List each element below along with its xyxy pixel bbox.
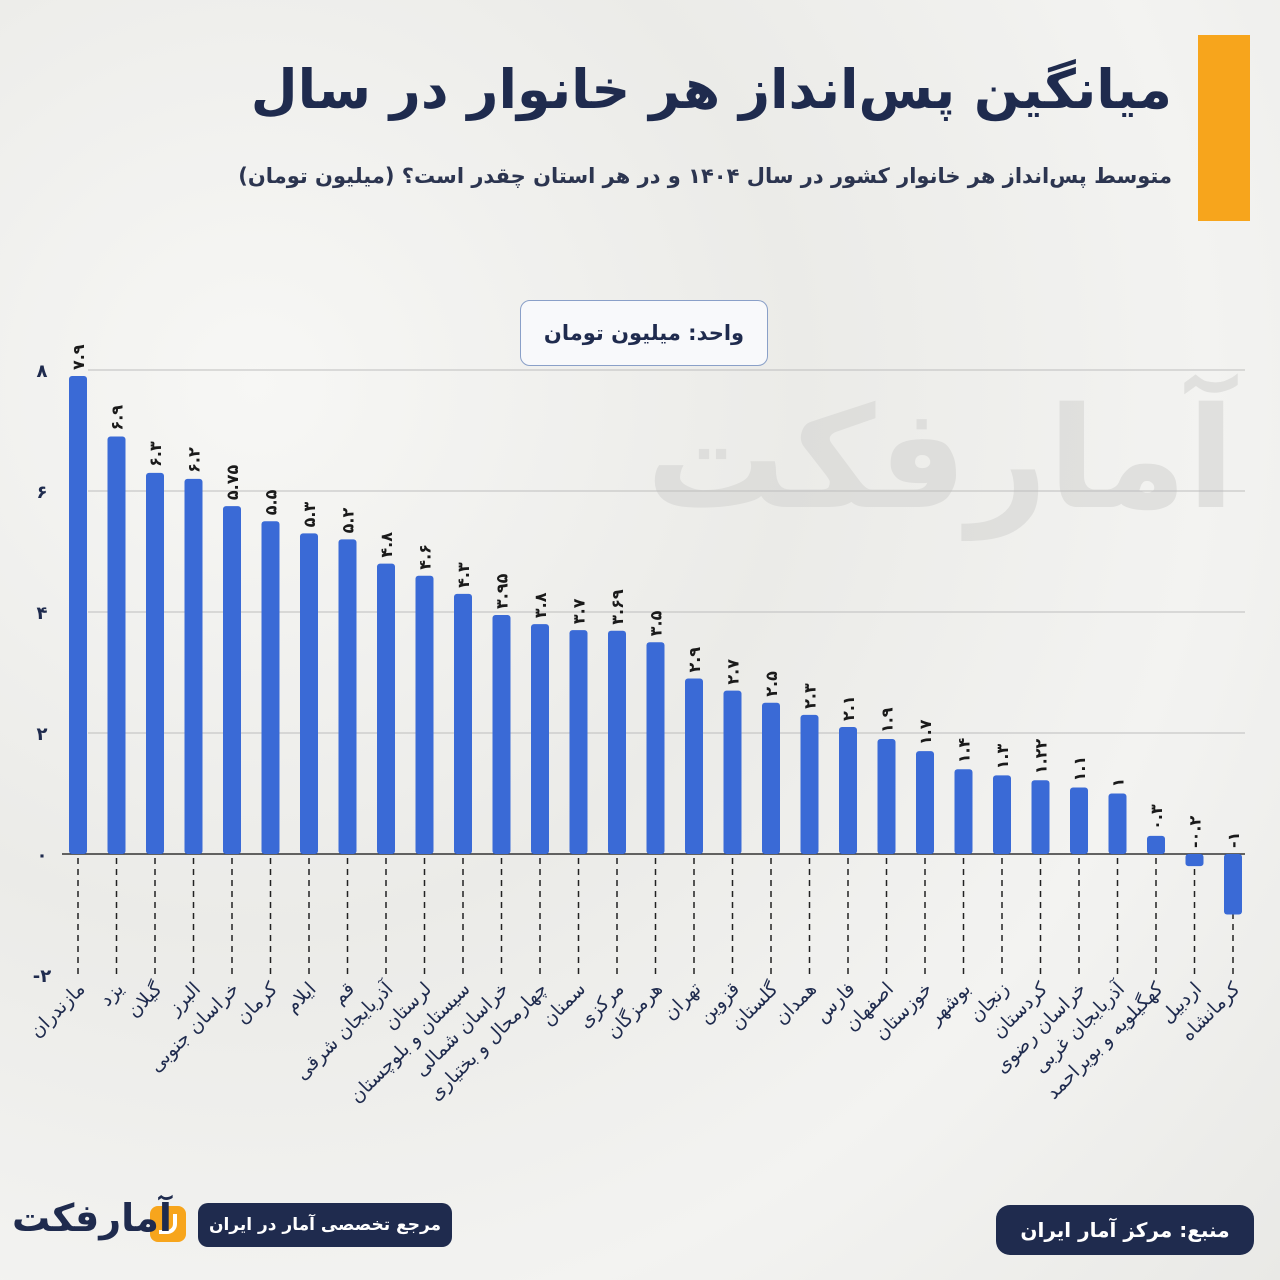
y-tick-label: -۲ xyxy=(33,966,51,987)
x-category-label: مازندران xyxy=(25,978,89,1042)
data-label: ۵.۲ xyxy=(339,508,358,534)
bar xyxy=(531,624,549,854)
bar xyxy=(1031,780,1050,854)
x-category-label: کرمان xyxy=(232,977,283,1028)
bar xyxy=(993,775,1011,854)
data-label: ۱.۳ xyxy=(993,744,1012,770)
data-label: ۴.۸ xyxy=(377,532,396,558)
accent-bar xyxy=(1198,35,1250,221)
data-label: ۶.۳ xyxy=(146,441,165,467)
bar xyxy=(415,575,434,854)
watermark-logo: آمارفکت xyxy=(645,378,1235,541)
data-label: ۵.۵ xyxy=(262,489,281,515)
x-category-label: همدان xyxy=(770,978,821,1029)
bar xyxy=(569,630,588,854)
bar xyxy=(723,690,742,854)
bar xyxy=(954,769,973,854)
data-label: ۱ xyxy=(1109,778,1128,788)
logo-icon xyxy=(150,1206,186,1242)
source-badge: منبع: مرکز آمار ایران xyxy=(996,1205,1254,1255)
data-label: ۱.۴ xyxy=(955,737,974,763)
data-label: ۱.۷ xyxy=(916,719,935,745)
data-label: ۵.۳ xyxy=(300,502,319,528)
y-tick-label: ۰ xyxy=(37,845,48,866)
data-label: ۶.۹ xyxy=(108,405,127,431)
bar xyxy=(107,436,126,854)
bar xyxy=(1147,835,1165,854)
bar xyxy=(762,702,780,854)
x-category-label: گیلان xyxy=(122,977,167,1022)
bar xyxy=(1185,854,1204,867)
bar xyxy=(184,478,203,854)
x-category-label: بوشهر xyxy=(923,978,975,1030)
bar xyxy=(146,472,164,854)
bar xyxy=(338,539,357,854)
bar xyxy=(800,714,819,854)
unit-label: واحد: میلیون تومان xyxy=(520,300,768,366)
data-label: ۱.۹ xyxy=(878,707,897,733)
y-tick-label: ۸ xyxy=(37,361,48,382)
bar xyxy=(1070,787,1088,854)
bar xyxy=(608,630,626,854)
data-label: ۶.۲ xyxy=(185,447,204,473)
data-label: ۴.۶ xyxy=(416,544,435,570)
bar xyxy=(1108,793,1127,854)
bar xyxy=(1224,854,1242,915)
data-label: -۰.۲ xyxy=(1186,816,1205,848)
bar xyxy=(261,521,280,854)
data-label: ۱.۱ xyxy=(1070,756,1089,782)
bar xyxy=(877,739,896,854)
data-label: ۵.۷۵ xyxy=(223,465,242,501)
data-label: ۱.۲۲ xyxy=(1032,739,1051,775)
data-label: -۱ xyxy=(1224,832,1243,848)
data-label: ۲.۱ xyxy=(839,695,858,721)
data-label: ۳.۹۵ xyxy=(493,573,512,609)
logo: آمارفکت xyxy=(12,1196,172,1240)
data-label: ۲.۷ xyxy=(724,659,743,685)
data-label: ۳.۶۹ xyxy=(608,589,627,625)
y-tick-label: ۲ xyxy=(37,724,48,745)
data-label: ۴.۳ xyxy=(454,562,473,588)
bar xyxy=(69,376,87,854)
bar xyxy=(685,678,703,854)
bar xyxy=(839,726,857,854)
bar xyxy=(223,506,241,854)
y-tick-label: ۶ xyxy=(37,482,48,503)
data-label: ۷.۹ xyxy=(69,344,88,370)
chart-subtitle: متوسط پس‌انداز هر خانوار کشور در سال ۱۴۰… xyxy=(238,164,1172,188)
bar xyxy=(377,563,395,854)
data-label: ۰.۳ xyxy=(1147,804,1166,830)
chart-title: میانگین پس‌انداز هر خانوار در سال xyxy=(250,58,1172,121)
bar xyxy=(300,533,318,854)
data-label: ۳.۸ xyxy=(531,592,550,618)
data-label: ۳.۵ xyxy=(647,610,666,636)
tagline-badge: مرجع تخصصی آمار در ایران xyxy=(198,1203,452,1247)
bar xyxy=(492,615,511,854)
y-tick-label: ۴ xyxy=(37,603,48,624)
data-label: ۳.۷ xyxy=(570,598,589,624)
bar xyxy=(916,751,934,854)
data-label: ۲.۳ xyxy=(801,683,820,709)
data-label: ۲.۵ xyxy=(762,671,781,697)
x-category-label: ایلام xyxy=(281,978,320,1017)
data-label: ۲.۹ xyxy=(685,647,704,673)
bar xyxy=(646,642,665,854)
bar xyxy=(454,593,472,854)
